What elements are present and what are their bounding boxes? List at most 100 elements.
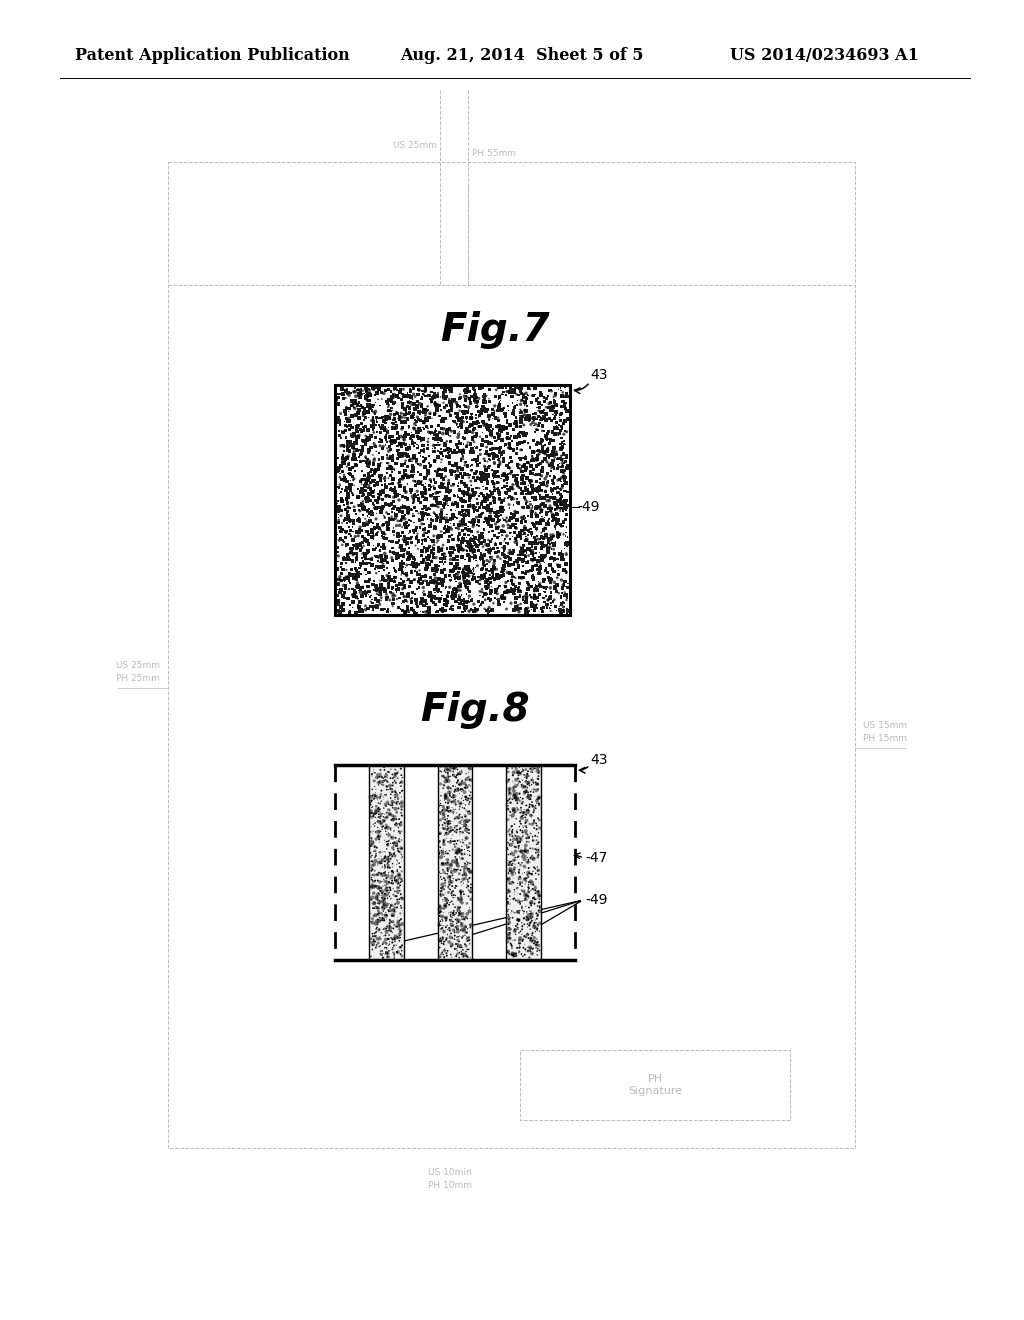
Point — [504, 789, 520, 810]
Point — [483, 482, 500, 503]
Point — [384, 537, 400, 558]
Point — [552, 483, 568, 504]
Point — [425, 560, 441, 581]
Point — [362, 879, 379, 900]
Point — [390, 883, 407, 904]
Point — [329, 601, 345, 622]
Point — [511, 523, 527, 544]
Point — [529, 833, 546, 854]
Point — [329, 477, 345, 498]
Point — [378, 895, 394, 916]
Point — [389, 762, 406, 783]
Point — [334, 434, 350, 455]
Point — [526, 516, 543, 537]
Point — [372, 812, 388, 833]
Point — [378, 917, 394, 939]
Point — [459, 843, 475, 865]
Point — [339, 477, 355, 498]
Point — [506, 836, 522, 857]
Point — [457, 814, 473, 836]
Point — [504, 543, 520, 564]
Point — [540, 561, 556, 582]
Point — [521, 775, 538, 796]
Point — [436, 832, 453, 853]
Point — [359, 449, 376, 470]
Point — [522, 519, 539, 540]
Point — [537, 441, 553, 462]
Point — [436, 488, 453, 510]
Point — [430, 421, 446, 442]
Point — [414, 533, 430, 554]
Point — [436, 397, 453, 418]
Point — [529, 449, 546, 470]
Point — [433, 762, 450, 783]
Point — [409, 425, 425, 446]
Point — [517, 812, 534, 833]
Point — [447, 583, 464, 605]
Point — [532, 384, 549, 405]
Point — [517, 781, 534, 803]
Point — [361, 552, 378, 573]
Point — [509, 909, 525, 931]
Point — [530, 845, 547, 866]
Point — [398, 516, 415, 537]
Point — [396, 539, 413, 560]
Point — [481, 568, 498, 589]
Point — [349, 594, 366, 615]
Point — [361, 451, 378, 473]
Point — [332, 474, 348, 495]
Point — [522, 491, 539, 512]
Point — [428, 395, 444, 416]
Point — [439, 478, 456, 499]
Point — [475, 412, 492, 433]
Point — [434, 911, 451, 932]
Point — [525, 874, 542, 895]
Point — [539, 486, 555, 507]
Point — [436, 487, 453, 508]
Point — [373, 438, 389, 459]
Point — [500, 843, 516, 865]
Point — [446, 540, 463, 561]
Point — [439, 810, 456, 832]
Point — [507, 528, 523, 549]
Point — [557, 553, 573, 574]
Point — [384, 764, 400, 785]
Point — [452, 760, 468, 781]
Point — [433, 906, 450, 927]
Point — [453, 890, 469, 911]
Point — [439, 796, 456, 817]
Point — [389, 424, 406, 445]
Point — [430, 531, 446, 552]
Point — [390, 428, 407, 449]
Point — [470, 396, 486, 417]
Point — [441, 874, 458, 895]
Point — [469, 536, 485, 557]
Point — [344, 539, 360, 560]
Point — [410, 523, 426, 544]
Point — [548, 404, 564, 425]
Point — [424, 550, 440, 572]
Point — [371, 582, 387, 603]
Point — [500, 809, 516, 830]
Point — [555, 392, 571, 413]
Point — [338, 380, 354, 401]
Point — [544, 498, 560, 519]
Point — [452, 502, 468, 523]
Point — [377, 883, 393, 904]
Point — [520, 433, 537, 454]
Point — [523, 928, 540, 949]
Point — [517, 812, 534, 833]
Point — [453, 774, 469, 795]
Point — [490, 479, 507, 500]
Point — [457, 524, 473, 545]
Point — [391, 558, 408, 579]
Point — [392, 545, 409, 566]
Point — [468, 425, 484, 446]
Point — [536, 400, 552, 421]
Point — [388, 781, 404, 803]
Point — [400, 548, 417, 569]
Point — [403, 430, 420, 451]
Point — [394, 935, 411, 956]
Point — [457, 785, 473, 807]
Point — [514, 808, 530, 829]
